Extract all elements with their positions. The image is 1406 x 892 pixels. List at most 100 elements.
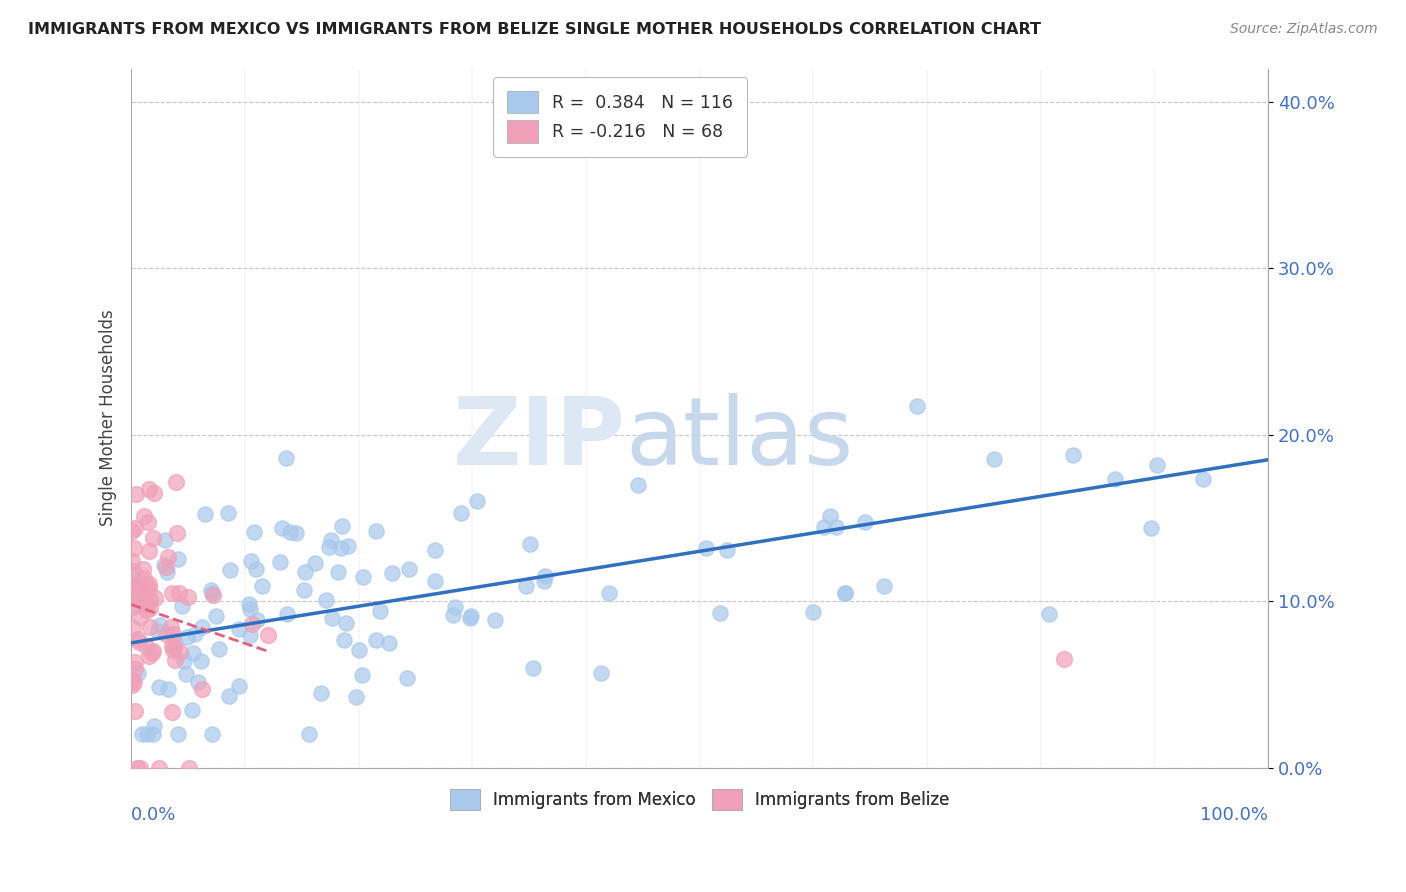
Point bbox=[128, 761, 150, 775]
Point bbox=[484, 613, 506, 627]
Point bbox=[350, 668, 373, 682]
Point bbox=[187, 674, 209, 689]
Point bbox=[128, 579, 150, 593]
Point bbox=[515, 579, 537, 593]
Point bbox=[298, 727, 321, 741]
Point bbox=[138, 592, 160, 607]
Point bbox=[853, 515, 876, 529]
Point bbox=[294, 565, 316, 579]
Point bbox=[218, 689, 240, 703]
Point bbox=[519, 537, 541, 551]
Point bbox=[149, 618, 172, 632]
Point bbox=[125, 598, 148, 612]
Point bbox=[143, 591, 166, 605]
Point bbox=[162, 705, 184, 719]
Point bbox=[166, 552, 188, 566]
Point bbox=[204, 609, 226, 624]
Point bbox=[533, 574, 555, 589]
Point bbox=[127, 761, 149, 775]
Point bbox=[444, 599, 467, 614]
Point bbox=[284, 525, 307, 540]
Point bbox=[627, 477, 650, 491]
Point bbox=[1191, 472, 1213, 486]
Point bbox=[136, 603, 159, 617]
Point bbox=[1038, 607, 1060, 621]
Point bbox=[1146, 458, 1168, 472]
Point bbox=[271, 521, 294, 535]
Point bbox=[122, 564, 145, 578]
Point bbox=[139, 620, 162, 634]
Point bbox=[381, 566, 404, 581]
Point bbox=[269, 555, 291, 569]
Point bbox=[330, 519, 353, 533]
Point bbox=[124, 662, 146, 676]
Point bbox=[183, 646, 205, 660]
Point bbox=[136, 516, 159, 530]
Point bbox=[121, 599, 143, 614]
Legend: Immigrants from Mexico, Immigrants from Belize: Immigrants from Mexico, Immigrants from … bbox=[441, 780, 959, 819]
Point bbox=[695, 541, 717, 555]
Point bbox=[824, 520, 846, 534]
Point bbox=[450, 506, 472, 520]
Point bbox=[219, 563, 242, 577]
Point bbox=[193, 507, 215, 521]
Point bbox=[321, 611, 343, 625]
Point bbox=[315, 593, 337, 607]
Point bbox=[344, 690, 367, 705]
Point bbox=[165, 652, 187, 666]
Point bbox=[460, 609, 482, 624]
Point bbox=[122, 541, 145, 556]
Point bbox=[368, 604, 391, 618]
Point bbox=[228, 679, 250, 693]
Point bbox=[294, 582, 316, 597]
Point bbox=[246, 613, 269, 627]
Point bbox=[162, 642, 184, 657]
Point bbox=[148, 761, 170, 775]
Point bbox=[200, 583, 222, 598]
Text: atlas: atlas bbox=[626, 393, 853, 485]
Point bbox=[157, 550, 180, 565]
Point bbox=[460, 611, 482, 625]
Point bbox=[326, 566, 349, 580]
Point bbox=[335, 615, 357, 630]
Point bbox=[240, 616, 263, 631]
Point bbox=[141, 644, 163, 658]
Point bbox=[129, 589, 152, 603]
Point bbox=[598, 586, 620, 600]
Point bbox=[190, 620, 212, 634]
Text: ZIP: ZIP bbox=[453, 393, 626, 485]
Point bbox=[200, 586, 222, 600]
Point bbox=[834, 586, 856, 600]
Point bbox=[167, 727, 190, 741]
Point bbox=[121, 554, 143, 568]
Point bbox=[330, 541, 353, 556]
Point bbox=[534, 569, 557, 583]
Point bbox=[127, 577, 149, 591]
Point bbox=[873, 578, 896, 592]
Point bbox=[332, 633, 354, 648]
Point bbox=[131, 562, 153, 576]
Point bbox=[1104, 472, 1126, 486]
Point bbox=[177, 590, 200, 604]
Point bbox=[276, 451, 298, 466]
Point bbox=[208, 642, 231, 657]
Point bbox=[336, 539, 359, 553]
Point bbox=[121, 678, 143, 692]
Point bbox=[467, 494, 489, 508]
Point bbox=[349, 643, 371, 657]
Point bbox=[127, 666, 149, 681]
Point bbox=[157, 681, 180, 696]
Point bbox=[1052, 652, 1074, 666]
Point bbox=[138, 600, 160, 615]
Point bbox=[156, 565, 179, 579]
Point bbox=[138, 649, 160, 664]
Point bbox=[242, 524, 264, 539]
Point bbox=[201, 727, 224, 741]
Point bbox=[184, 627, 207, 641]
Point bbox=[252, 579, 274, 593]
Text: 100.0%: 100.0% bbox=[1201, 806, 1268, 824]
Point bbox=[142, 531, 165, 545]
Point bbox=[124, 655, 146, 669]
Point bbox=[181, 703, 204, 717]
Point bbox=[128, 610, 150, 624]
